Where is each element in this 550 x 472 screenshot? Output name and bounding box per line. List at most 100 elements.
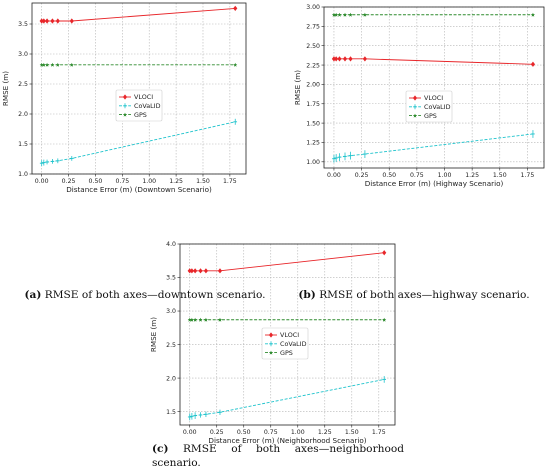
y-tick-label: 4.0	[166, 241, 176, 248]
x-tick-label: 1.25	[465, 172, 479, 179]
x-tick-label: 0.75	[410, 172, 424, 179]
plot-frame	[31, 2, 247, 175]
data-point	[187, 268, 192, 274]
data-point	[348, 56, 353, 62]
data-point	[55, 18, 60, 24]
legend-box	[405, 90, 453, 123]
data-point	[39, 62, 44, 67]
x-tick-label: 0.50	[89, 178, 103, 185]
legend-label: CoVaLID	[424, 103, 451, 111]
data-point	[233, 5, 238, 11]
legend-label: CoVaLID	[134, 102, 161, 110]
data-point	[343, 12, 348, 17]
data-point	[268, 332, 274, 338]
data-point	[530, 61, 536, 67]
data-point	[413, 113, 417, 118]
x-tick-label: 0.50	[237, 429, 251, 436]
series-vloci	[331, 56, 536, 67]
x-tick-label: 1.25	[318, 429, 332, 436]
data-point	[189, 317, 194, 322]
chart-c: 0.00 0.25 0.50 0.75 1.00 1.25 1.50 1.75 1.5 2.0 2.…	[149, 241, 396, 445]
x-tick-label: 0.25	[210, 429, 224, 436]
data-point	[233, 62, 238, 67]
data-point	[334, 12, 339, 17]
data-point	[123, 112, 127, 117]
y-tick-label: 1.00	[306, 159, 320, 166]
data-point	[362, 56, 368, 62]
data-point	[382, 250, 387, 256]
series-gps	[187, 317, 387, 322]
y-tick-label: 2.25	[306, 62, 320, 69]
series-vloci	[187, 250, 387, 274]
y-tick-label: 1.50	[306, 120, 320, 127]
x-tick-label: 1.25	[169, 178, 183, 185]
x-tick-label: 1.75	[521, 172, 535, 179]
data-point	[189, 268, 194, 274]
data-point	[203, 317, 208, 322]
data-point	[412, 95, 418, 101]
data-point	[193, 268, 198, 274]
x-axis-label: Distance Error (m) (Downtown Scenario)	[66, 185, 212, 194]
data-point	[337, 56, 342, 62]
data-point	[45, 62, 50, 67]
data-point	[69, 18, 74, 24]
data-point	[41, 18, 46, 24]
x-tick-label: 1.00	[142, 178, 156, 185]
x-tick-label: 1.50	[493, 172, 507, 179]
data-point	[331, 56, 337, 62]
x-axis-label: Distance Error (m) (Neighborhood Scenari…	[208, 436, 366, 445]
series-covalid	[187, 376, 386, 421]
data-point	[44, 18, 50, 24]
chart-a: 0.00 0.25 0.50 0.75 1.00 1.25 1.50 1.75 1.0 1.5 2.…	[1, 2, 247, 194]
data-point	[331, 12, 336, 17]
data-point	[342, 56, 348, 62]
legend-label: VLOCI	[424, 94, 443, 102]
y-tick-label: 2.75	[306, 24, 320, 31]
x-tick-label: 0.75	[115, 178, 129, 185]
y-tick-label: 1.5	[166, 409, 176, 416]
legend-label: VLOCI	[134, 93, 153, 101]
series-gps	[39, 62, 238, 67]
series-covalid	[39, 118, 238, 167]
y-tick-label: 3.0	[166, 308, 176, 315]
plot-frame	[179, 243, 396, 426]
x-tick-label: 1.00	[291, 429, 305, 436]
legend-box	[115, 89, 163, 122]
legend-label: GPS	[134, 111, 147, 119]
y-tick-label: 3.0	[18, 51, 28, 58]
caption-a-text: RMSE of both axes—downtown scenario.	[41, 289, 266, 301]
y-tick-label: 1.75	[306, 101, 320, 108]
caption-a: (a) RMSE of both axes—downtown scenario.	[20, 288, 270, 302]
caption-b: (b) RMSE of both axes—highway scenario.	[284, 288, 544, 302]
data-point	[203, 268, 209, 274]
y-tick-label: 2.5	[18, 81, 28, 88]
x-tick-label: 0.50	[382, 172, 396, 179]
series-line	[41, 7, 236, 22]
data-point	[198, 317, 203, 322]
y-tick-label: 2.0	[166, 375, 176, 382]
plot-frame	[323, 6, 545, 169]
x-tick-label: 1.50	[196, 178, 210, 185]
x-axis-label: Distance Error (m) (Highway Scenario)	[365, 179, 504, 188]
data-point	[217, 268, 223, 274]
data-point	[382, 317, 387, 322]
data-point	[122, 94, 128, 100]
y-axis-label: RMSE (m)	[1, 71, 10, 106]
caption-b-label: (b)	[298, 289, 316, 301]
caption-c: (c) RMSE of both axes—neighborhood scena…	[152, 442, 404, 470]
y-tick-label: 1.25	[306, 140, 320, 147]
y-tick-label: 2.0	[18, 111, 28, 118]
y-axis-label: RMSE (m)	[293, 70, 302, 105]
y-tick-label: 2.5	[166, 342, 176, 349]
x-tick-label: 0.00	[35, 178, 49, 185]
data-point	[55, 62, 60, 67]
series-line	[333, 133, 533, 160]
caption-b-text: RMSE of both axes—highway scenario.	[315, 289, 530, 301]
chart-b: 0.00 0.25 0.50 0.75 1.00 1.25 1.50 1.75 1.00 1.25…	[293, 4, 545, 188]
y-axis-label: RMSE (m)	[149, 317, 158, 352]
x-tick-label: 0.25	[62, 178, 76, 185]
